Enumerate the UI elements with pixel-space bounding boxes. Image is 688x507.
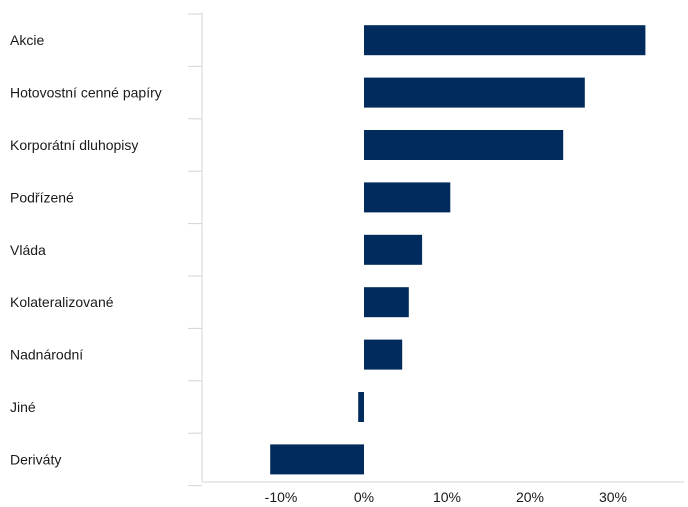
- x-tick-label: 0%: [354, 489, 374, 505]
- x-tick-label: 10%: [433, 489, 461, 505]
- category-label: Nadnárodní: [10, 347, 83, 363]
- bar-7: [358, 392, 364, 422]
- x-tick-labels: -10% 0% 10% 20% 30%: [265, 489, 627, 505]
- category-label: Jiné: [10, 399, 36, 415]
- category-label: Deriváty: [10, 451, 61, 467]
- bar-6: [364, 340, 402, 370]
- bar-0: [364, 25, 645, 55]
- bars-group: [270, 25, 645, 474]
- category-label: Podřízené: [10, 189, 74, 205]
- bar-5: [364, 287, 409, 317]
- bar-2: [364, 130, 563, 160]
- bar-4: [364, 235, 422, 265]
- category-labels: Akcie Hotovostní cenné papíry Korporátní d…: [10, 32, 162, 467]
- x-tick-label: 30%: [599, 489, 627, 505]
- category-label: Vláda: [10, 242, 46, 258]
- category-label: Korporátní dluhopisy: [10, 137, 138, 153]
- category-label: Hotovostní cenné papíry: [10, 85, 162, 101]
- category-label: Akcie: [10, 32, 44, 48]
- x-tick-label: 20%: [516, 489, 544, 505]
- bar-8: [270, 444, 364, 474]
- category-label: Kolateralizované: [10, 294, 114, 310]
- bar-1: [364, 78, 585, 108]
- x-tick-label: -10%: [265, 489, 298, 505]
- bar-3: [364, 182, 450, 212]
